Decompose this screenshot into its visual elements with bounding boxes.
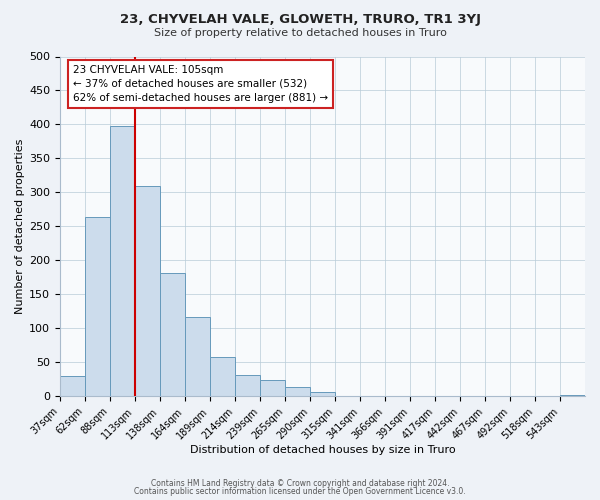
Text: Contains public sector information licensed under the Open Government Licence v3: Contains public sector information licen… [134,487,466,496]
Bar [60,376,85,396]
Bar [110,126,135,396]
Bar [85,217,110,396]
Bar [310,392,335,396]
Bar [185,316,210,396]
Bar [260,380,285,396]
Bar [560,395,585,396]
Text: 23 CHYVELAH VALE: 105sqm
← 37% of detached houses are smaller (532)
62% of semi-: 23 CHYVELAH VALE: 105sqm ← 37% of detach… [73,65,328,103]
X-axis label: Distribution of detached houses by size in Truro: Distribution of detached houses by size … [190,445,455,455]
Bar [285,386,310,396]
Y-axis label: Number of detached properties: Number of detached properties [15,138,25,314]
Bar [135,186,160,396]
Bar [235,375,260,396]
Bar [160,273,185,396]
Bar [210,357,235,396]
Text: 23, CHYVELAH VALE, GLOWETH, TRURO, TR1 3YJ: 23, CHYVELAH VALE, GLOWETH, TRURO, TR1 3… [119,12,481,26]
Text: Size of property relative to detached houses in Truro: Size of property relative to detached ho… [154,28,446,38]
Text: Contains HM Land Registry data © Crown copyright and database right 2024.: Contains HM Land Registry data © Crown c… [151,478,449,488]
